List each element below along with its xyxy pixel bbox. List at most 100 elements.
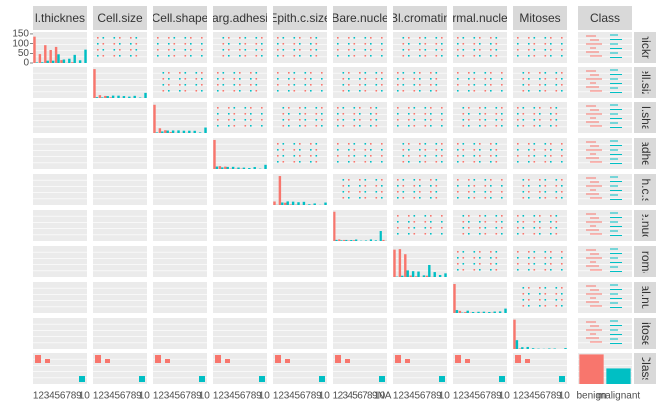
point: [479, 227, 481, 229]
point: [315, 107, 318, 109]
row-strip-label: e.nuc: [639, 211, 653, 240]
point: [424, 55, 427, 57]
point: [430, 197, 432, 199]
point: [397, 191, 399, 193]
point: [222, 72, 225, 74]
panel-background: [453, 174, 507, 205]
column-strip-label: rmal.nucle: [452, 11, 508, 25]
point: [353, 107, 356, 109]
point: [528, 185, 530, 187]
bar: [498, 311, 502, 313]
point: [517, 233, 519, 235]
point: [490, 55, 492, 57]
bar: [248, 167, 251, 169]
point: [310, 78, 312, 80]
point: [462, 125, 465, 127]
point: [495, 269, 498, 271]
point: [424, 227, 427, 229]
point: [430, 125, 432, 127]
point: [321, 119, 323, 121]
point: [130, 55, 132, 57]
point: [419, 37, 421, 39]
point: [310, 55, 312, 57]
panel-background: [153, 102, 207, 133]
point: [473, 90, 476, 92]
small-bar: [95, 355, 101, 363]
bar: [531, 348, 535, 349]
point: [364, 143, 367, 145]
point: [217, 72, 219, 74]
point: [277, 143, 279, 145]
point: [435, 179, 438, 181]
point: [201, 78, 203, 80]
point: [490, 37, 492, 39]
point: [244, 125, 247, 127]
small-bar: [79, 376, 85, 382]
point: [293, 49, 296, 51]
point: [473, 143, 476, 145]
point: [130, 49, 132, 51]
small-bar: [405, 359, 410, 363]
point: [555, 113, 558, 115]
point: [424, 49, 427, 51]
x-tick-label: 4: [109, 391, 115, 402]
point: [353, 113, 356, 115]
point: [413, 119, 416, 121]
point: [533, 251, 536, 253]
point: [113, 37, 116, 39]
strip: [634, 353, 656, 384]
panel-background: [213, 32, 267, 63]
x-tick-label: 4: [409, 391, 415, 402]
point: [495, 233, 498, 235]
point: [299, 37, 301, 39]
point: [435, 149, 438, 151]
point: [561, 161, 563, 163]
point: [517, 155, 519, 157]
panel-background: [513, 138, 567, 169]
x-tick-label: 10: [139, 391, 151, 402]
x-tick-label: 1: [33, 391, 39, 402]
point: [424, 37, 427, 39]
point: [539, 72, 541, 74]
point: [457, 179, 459, 181]
point: [179, 84, 181, 86]
point: [233, 90, 236, 92]
point: [424, 233, 427, 235]
point: [102, 49, 105, 51]
point: [381, 191, 383, 193]
point: [533, 155, 536, 157]
panel-background: [273, 67, 327, 98]
point: [539, 119, 541, 121]
panel-background: [578, 318, 632, 349]
bar: [158, 128, 162, 133]
point: [490, 49, 492, 51]
x-tick-label: 5: [115, 391, 121, 402]
bar: [477, 311, 480, 313]
point: [479, 49, 481, 51]
point: [217, 84, 219, 86]
point: [408, 107, 410, 109]
point: [473, 191, 476, 193]
small-bar: [35, 355, 41, 363]
x-tick-label: 8: [251, 391, 257, 402]
point: [342, 113, 345, 115]
point: [315, 119, 318, 121]
point: [479, 161, 481, 163]
point: [501, 191, 503, 193]
point: [168, 90, 170, 92]
point: [228, 43, 230, 45]
point: [528, 90, 530, 92]
panel-background: [33, 67, 87, 98]
panel-background: [453, 210, 507, 241]
bar: [198, 132, 202, 133]
point: [315, 149, 318, 151]
point: [277, 49, 279, 51]
point: [473, 161, 476, 163]
point: [528, 269, 530, 271]
point: [381, 78, 383, 80]
bar: [579, 354, 604, 384]
bar: [171, 130, 175, 133]
point: [321, 113, 323, 115]
small-bar: [335, 355, 341, 363]
point: [501, 84, 503, 86]
